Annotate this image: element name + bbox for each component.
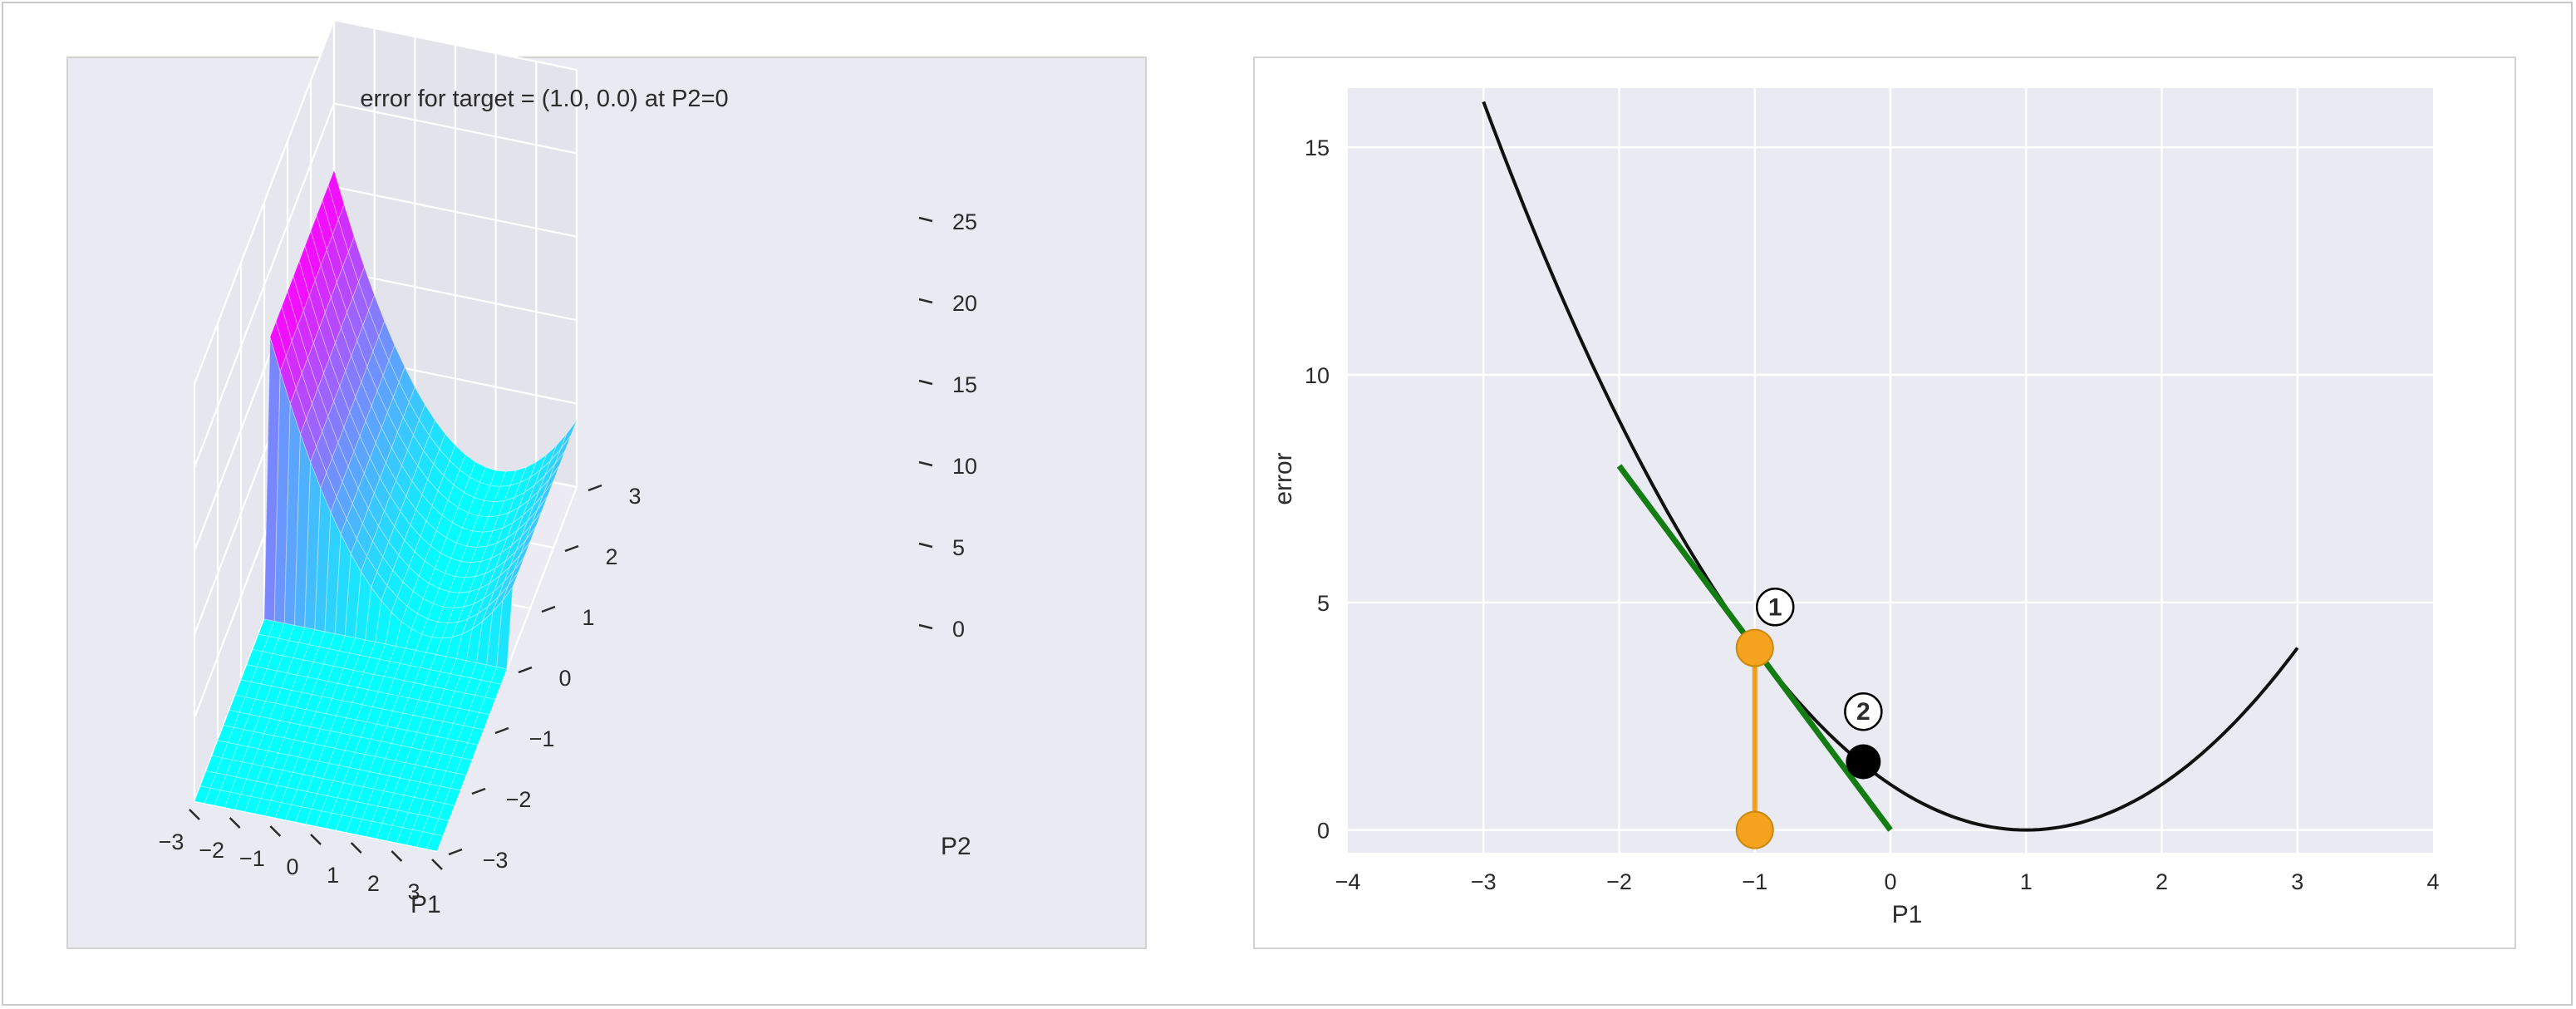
x-tick-label: 3 [407,879,420,904]
x-tick [310,834,322,845]
y-tick-label: 2 [605,544,617,569]
x-tick [229,817,241,829]
grid-line [193,19,336,385]
x-tick-label: 1 [2020,869,2033,894]
x-tick [269,825,282,837]
z-tick-label: 10 [952,454,977,479]
y-tick [564,544,579,553]
y-tick-label: 15 [1305,135,1330,160]
x-tick-label: 0 [1884,869,1896,894]
annotation-1-circle [1755,588,1795,627]
surface-facet [426,833,444,852]
x-tick-label: −1 [239,846,265,871]
y-tick-label: −3 [483,848,509,873]
z-tick [918,298,933,304]
annotation-1: 1 [1755,588,1795,627]
y-tick-label: 0 [558,666,571,691]
line-plot: −4 −3 −2 −1 0 1 2 3 4 0 5 10 15 1 2 P1 error [1270,88,2440,928]
grid-line [333,102,578,155]
grid-line [333,18,578,71]
z-tick [918,542,933,549]
point-zero [1735,810,1774,849]
x-tick-label: 2 [2156,869,2168,894]
x-tick-label: −2 [199,838,224,863]
y-tick-label: 3 [628,484,641,509]
annotation-2-label: 2 [1856,698,1871,726]
line-ylabel: error [1270,452,1297,504]
y-tick-label: 0 [1317,819,1330,844]
surface-xlabel: P1 [410,891,441,918]
y-tick [471,787,486,795]
annotation-1-label: 1 [1768,593,1782,621]
z-tick-label: 0 [952,617,965,642]
surface-plot-panel: −3 −2 −1 0 1 2 3 −3 −2 −1 0 1 2 3 0 5 10 15 20 25 error for… [66,18,1147,949]
y-tick [494,726,509,735]
surface-ylabel: P2 [941,833,971,860]
surface-title: error for target = (1.0, 0.0) at P2=0 [360,86,728,112]
x-tick-label: 3 [2291,869,2303,894]
z-tick-label: 25 [952,209,977,234]
y-tick-label: −2 [506,787,532,812]
z-tick [918,623,933,630]
x-tick-label: −2 [1606,869,1632,894]
x-tick [189,809,200,820]
z-tick-label: 15 [952,372,977,397]
x-tick [431,859,443,870]
axis-ticks: −3 −2 −1 0 1 2 3 −3 −2 −1 0 1 2 3 0 5 10 15 20 25 [159,209,977,904]
line-xlabel: P1 [1892,901,1923,928]
z-tick [918,379,933,386]
surface-plot: −3 −2 −1 0 1 2 3 −3 −2 −1 0 1 2 3 0 5 10 15 20 25 error for… [159,18,977,918]
error-curve [1482,101,2299,832]
y-tick [587,484,602,492]
error-surface [194,169,578,852]
z-tick [918,460,933,467]
annotation-2-circle [1844,692,1883,731]
point-next [1846,744,1881,780]
x-tick [391,850,403,862]
x-tick-label: −3 [159,829,184,854]
line-plot-panel: −4 −3 −2 −1 0 1 2 3 4 0 5 10 15 1 2 P1 error [1253,57,2516,949]
x-tick-label: 2 [367,871,380,896]
annotation-2: 2 [1844,692,1883,731]
y-tick-label: 1 [582,605,594,630]
x-tick-label: −1 [1742,869,1767,894]
x-tick-label: −3 [1471,869,1497,894]
y-tick-label: 5 [1317,591,1330,616]
point-current [1735,628,1774,667]
x-tick [350,842,362,854]
y-tick-label: 10 [1305,363,1330,388]
z-tick [918,216,933,223]
y-tick [448,848,463,856]
x-tick-label: −4 [1335,869,1361,894]
x-tick-label: 0 [286,854,298,879]
z-tick-label: 20 [952,291,977,316]
y-tick-label: −1 [529,726,555,751]
y-tick [518,666,533,674]
grid-line [333,185,578,238]
z-tick-label: 5 [952,535,965,560]
x-tick-label: 4 [2426,869,2439,894]
grid-line [333,269,578,322]
grid-line [193,103,336,468]
x-tick-label: 1 [327,863,339,888]
tick-labels: −4 −3 −2 −1 0 1 2 3 4 0 5 10 15 [1305,135,2440,894]
y-tick [541,605,556,613]
